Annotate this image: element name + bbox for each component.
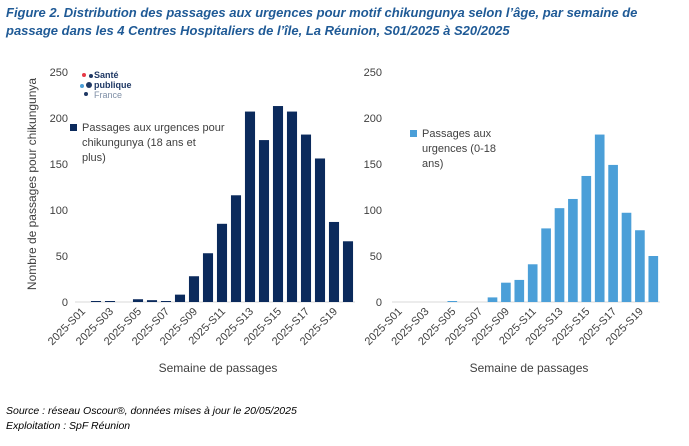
x-axis-label: Semaine de passages (159, 361, 278, 375)
bar-2025-S18 (314, 158, 326, 302)
bar-2025-S08 (174, 294, 186, 302)
bar-2025-S16 (286, 111, 298, 302)
bar-2025-S19 (635, 230, 645, 302)
sante-publique-france-logo: Santé publique France (80, 70, 160, 106)
bar-2025-S07 (160, 301, 172, 302)
bar-2025-S11 (527, 264, 538, 302)
bar-2025-S18 (621, 212, 632, 302)
bar-2025-S12 (541, 228, 551, 302)
chart-children: 0501001502002502025-S012025-S032025-S052… (363, 67, 660, 375)
bar-2025-S17 (608, 164, 618, 302)
y-tick-label: 150 (364, 159, 382, 171)
logo-line2: publique (94, 80, 132, 90)
bar-2025-S10 (202, 253, 214, 302)
bar-2025-S06 (146, 300, 158, 302)
bar-2025-S09 (501, 282, 511, 302)
bar-2025-S14 (568, 198, 578, 302)
logo-line1: Santé (94, 70, 119, 80)
bar-2025-S13 (244, 111, 256, 302)
bar-2025-S05 (447, 301, 458, 302)
bar-2025-S17 (300, 134, 312, 302)
y-tick-label: 250 (364, 67, 382, 79)
bar-2025-S03 (104, 301, 116, 302)
bar-2025-S19 (328, 221, 340, 302)
legend-label: Passages aux urgences pour chikungunya (1… (82, 122, 225, 164)
y-tick-label: 200 (50, 113, 68, 125)
legend-swatch (410, 130, 417, 137)
y-tick-label: 150 (50, 159, 68, 171)
legend-label: Passages aux urgences (0-18 ans) (422, 128, 496, 170)
y-tick-label: 0 (376, 297, 382, 309)
x-axis-label: Semaine de passages (470, 361, 589, 375)
chart-adults: 0501001502002502025-S012025-S032025-S052… (25, 67, 355, 375)
bar-2025-S20 (648, 256, 659, 302)
y-tick-label: 100 (364, 205, 382, 217)
bar-2025-S09 (188, 276, 200, 302)
y-tick-label: 250 (50, 67, 68, 79)
exploitation-note: Exploitation : SpF Réunion (6, 420, 131, 432)
bar-2025-S13 (554, 208, 565, 302)
y-tick-label: 200 (364, 113, 382, 125)
y-tick-label: 50 (370, 251, 382, 263)
bar-2025-S12 (230, 195, 242, 302)
legend-swatch (70, 124, 77, 131)
y-tick-label: 100 (50, 205, 68, 217)
bar-2025-S14 (258, 140, 270, 302)
bar-2025-S10 (514, 279, 525, 302)
bar-2025-S02 (90, 301, 102, 302)
y-axis-label: Nombre de passages pour chikungunya (25, 78, 39, 290)
source-note: Source : réseau Oscour®, données mises à… (6, 405, 297, 417)
bar-2025-S05 (132, 299, 144, 302)
y-tick-label: 0 (62, 297, 68, 309)
bar-2025-S15 (272, 106, 284, 302)
y-tick-label: 50 (56, 251, 68, 263)
figure-title: Figure 2. Distribution des passages aux … (6, 5, 638, 38)
bar-2025-S15 (581, 175, 592, 302)
bar-2025-S20 (342, 241, 354, 302)
logo-line3: France (94, 90, 123, 100)
bar-2025-S11 (216, 223, 228, 302)
bar-2025-S16 (594, 134, 605, 302)
bar-2025-S08 (487, 297, 498, 302)
